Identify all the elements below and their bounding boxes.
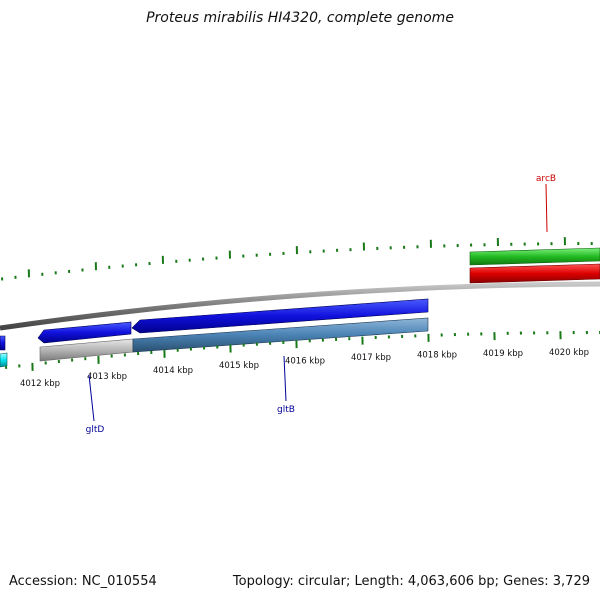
gltD-pointer xyxy=(88,374,95,422)
inner-tick-row xyxy=(5,330,600,371)
scale-label: 4020 kbp xyxy=(549,348,589,358)
scale-label: 4012 kbp xyxy=(20,379,60,389)
gltB-pointer xyxy=(283,355,287,402)
feature-cyan-left[interactable] xyxy=(0,352,8,368)
scale-label: 4015 kbp xyxy=(219,361,259,371)
scale-labels: 4012 kbp 4013 kbp 4014 kbp 4015 kbp 4016 kbp… xyxy=(20,348,589,389)
scale-label: 4019 kbp xyxy=(483,349,523,359)
feature-grey-gltD[interactable] xyxy=(39,338,134,362)
genome-title: Proteus mirabilis HI4320, complete genom… xyxy=(146,10,454,26)
gene-label-gltD[interactable]: gltD xyxy=(86,425,105,435)
forward-gene-red[interactable] xyxy=(469,263,600,284)
outer-tick-row xyxy=(1,237,593,281)
arcB-pointer xyxy=(545,183,548,233)
scale-label: 4017 kbp xyxy=(351,353,391,363)
gene-label-gltB[interactable]: gltB xyxy=(277,405,295,415)
gene-label-arcB[interactable]: arcB xyxy=(536,174,556,184)
feature-steel-gltB[interactable] xyxy=(132,317,429,353)
scale-label: 4016 kbp xyxy=(285,357,325,367)
reverse-gene-left-fragment[interactable] xyxy=(0,335,6,351)
reverse-gene-gltB[interactable] xyxy=(131,298,429,334)
forward-gene-arcB[interactable] xyxy=(469,247,600,266)
scale-label: 4014 kbp xyxy=(153,366,193,376)
scale-label: 4013 kbp xyxy=(87,372,127,382)
scale-label: 4018 kbp xyxy=(417,351,457,361)
genome-summary: Topology: circular; Length: 4,063,606 bp… xyxy=(232,574,590,589)
genome-backbone xyxy=(0,281,600,331)
accession-label: Accession: NC_010554 xyxy=(9,574,157,589)
reverse-gene-gltD[interactable] xyxy=(37,321,132,344)
